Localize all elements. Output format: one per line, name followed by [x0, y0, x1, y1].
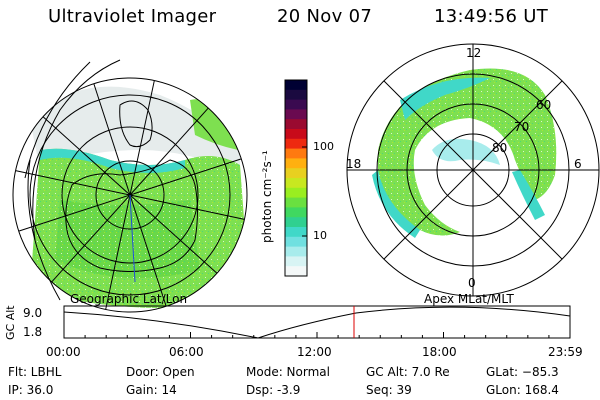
mlt-label-18: 18 — [346, 157, 362, 171]
mlt-label-12: 12 — [466, 46, 482, 60]
geographic-map — [12, 59, 248, 313]
longitude-line — [105, 194, 131, 310]
geographic-grid — [15, 80, 245, 310]
timeline-xtick-1200: 12:00 — [297, 345, 332, 359]
apex-map-title: Apex MLat/MLT — [424, 292, 514, 306]
timeline-xtick-2359: 23:59 — [548, 345, 583, 359]
status-gain: Gain: 14 — [126, 383, 177, 397]
colorbar-tick-10: 10 — [313, 229, 327, 242]
colorbar-segment — [285, 266, 307, 277]
colorbar-segment — [285, 217, 307, 228]
geographic-map-title: Geographic Lat/Lon — [70, 292, 188, 306]
colorbar — [284, 79, 308, 277]
colorbar-unit-label: photon cm⁻²s⁻¹ — [260, 150, 274, 243]
colorbar-segment — [285, 246, 307, 257]
status-glat: GLat: −85.3 — [486, 365, 559, 379]
mlt-grid — [346, 43, 600, 297]
status-mode: Mode: Normal — [246, 365, 330, 379]
colorbar-segment — [285, 236, 307, 248]
mlt-line — [472, 80, 563, 171]
mlt-label-0: 0 — [468, 276, 476, 290]
timeline-xtick-1800: 18:00 — [422, 345, 457, 359]
time-label: 13:49:56 UT — [434, 6, 549, 27]
mlat-label-60: 60 — [536, 98, 552, 112]
status-door: Door: Open — [126, 365, 195, 379]
colorbar-segment — [285, 99, 307, 110]
timeline-axis-label: GC Alt — [4, 305, 17, 340]
status-flt: Flt: LBHL — [8, 365, 62, 379]
longitude-line — [42, 116, 131, 196]
longitude-line — [129, 194, 218, 274]
instrument-title: Ultraviolet Imager — [48, 6, 217, 27]
latitude-circle — [95, 160, 165, 230]
mlt-line — [472, 169, 563, 260]
colorbar-segment — [285, 227, 307, 238]
mlt-label-6: 6 — [574, 157, 582, 171]
mlt-line — [383, 169, 474, 260]
colorbar-segment — [285, 187, 307, 199]
status-glon: GLon: 168.4 — [486, 383, 559, 397]
longitude-line — [129, 158, 242, 196]
colorbar-segment — [285, 168, 307, 179]
latitude-circle — [61, 126, 199, 264]
colorbar-segment — [285, 197, 307, 208]
colorbar-segment — [285, 256, 307, 267]
status-gc-alt: GC Alt: 7.0 Re — [366, 365, 450, 379]
magnetic-polar-plot — [346, 43, 600, 297]
colorbar-segment — [285, 158, 307, 169]
colorbar-segment — [285, 89, 307, 101]
longitude-line — [51, 194, 131, 283]
gc-altitude-timeline — [63, 305, 571, 339]
colorbar-segment — [285, 109, 307, 120]
colorbar-segment — [285, 178, 307, 189]
status-seq: Seq: 39 — [366, 383, 412, 397]
noon-meridian-line — [129, 194, 136, 283]
longitude-line — [18, 194, 131, 232]
status-ip: IP: 36.0 — [8, 383, 54, 397]
timeline-ytick-bottom: 1.8 — [23, 325, 43, 339]
date-label: 20 Nov 07 — [277, 6, 373, 27]
longitude-line — [93, 83, 131, 196]
colorbar-segment — [285, 138, 307, 150]
colorbar-tick-100: 100 — [313, 140, 334, 153]
colorbar-segment — [285, 207, 307, 218]
mlat-label-80: 80 — [492, 141, 508, 155]
longitude-line — [129, 194, 245, 220]
colorbar-segment — [285, 80, 307, 91]
colorbar-segment — [285, 119, 307, 130]
mlt-line — [383, 80, 474, 171]
timeline-xtick-0600: 06:00 — [169, 345, 204, 359]
status-dsp: Dsp: -3.9 — [246, 383, 301, 397]
colorbar-frame — [284, 79, 308, 277]
longitude-line — [15, 170, 131, 196]
colorbar-segment — [285, 129, 307, 140]
latitude-circle — [29, 94, 231, 296]
longitude-line — [129, 107, 209, 196]
colorbar-segment — [285, 148, 307, 159]
timeline-ytick-top: 9.0 — [23, 306, 43, 320]
timeline-xtick-0000: 00:00 — [46, 345, 81, 359]
mlat-label-70: 70 — [514, 120, 530, 134]
longitude-line — [129, 80, 155, 196]
longitude-line — [129, 194, 167, 307]
